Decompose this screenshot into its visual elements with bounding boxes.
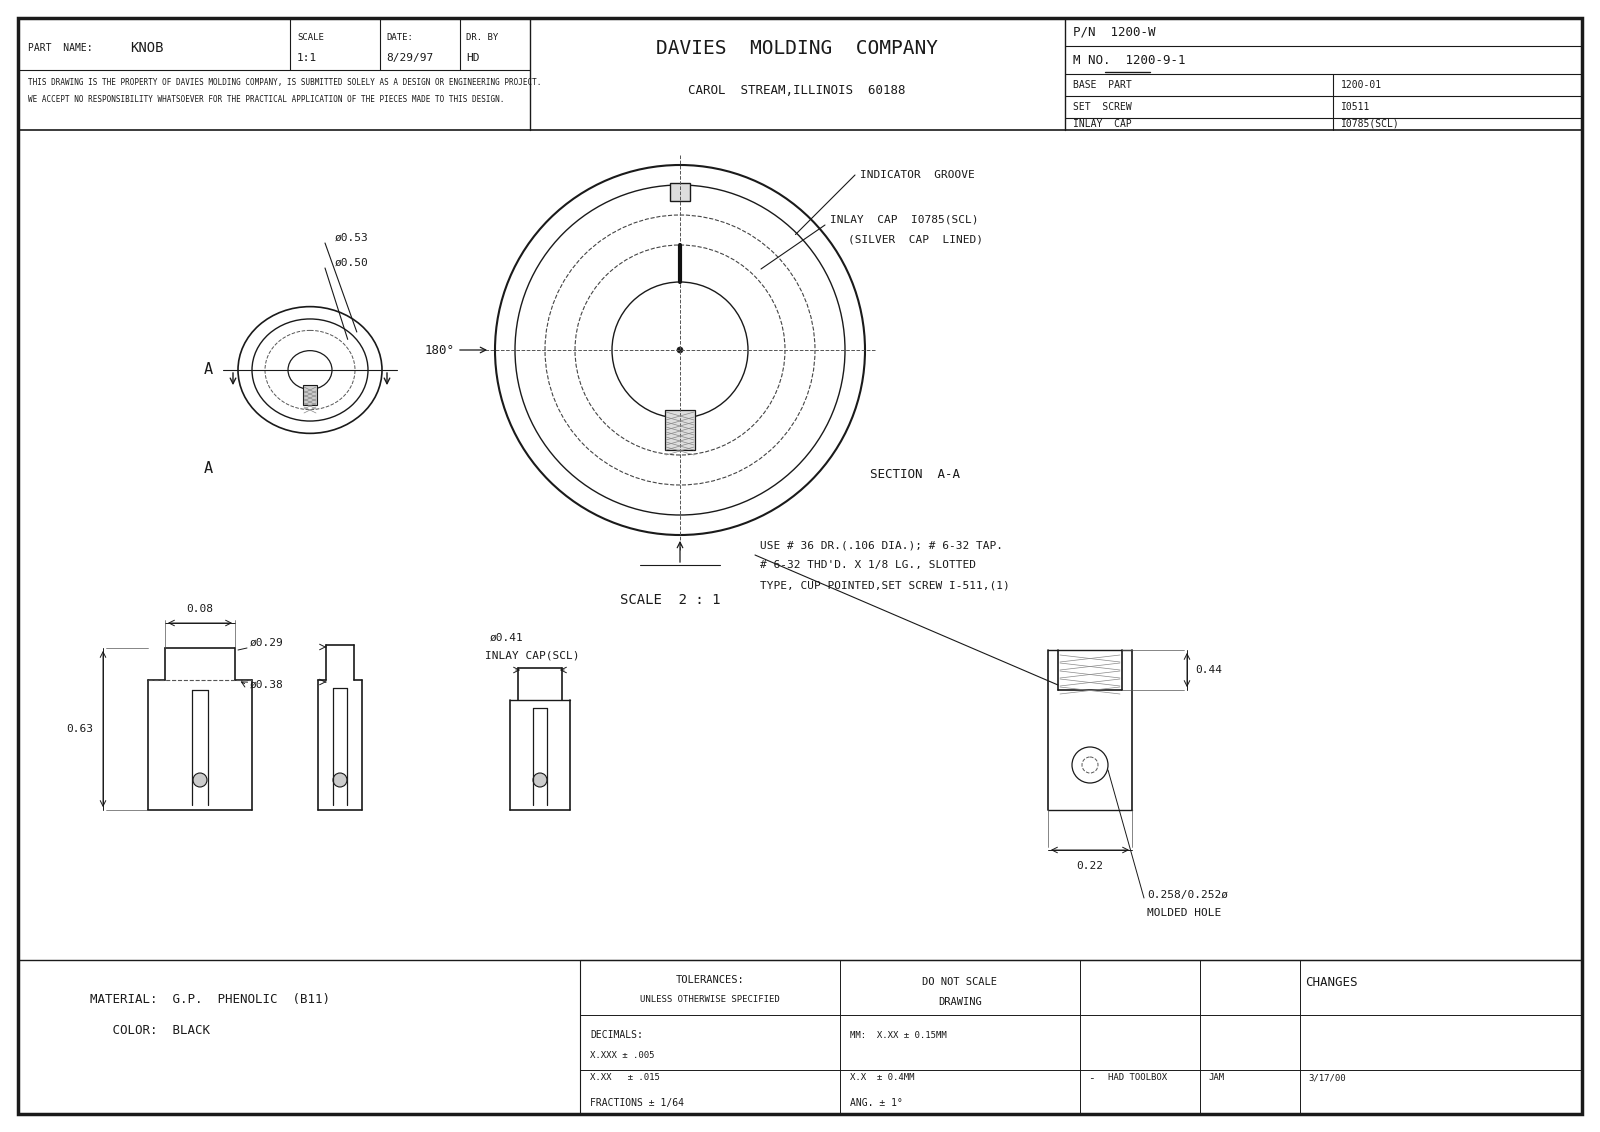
Text: A: A — [203, 461, 213, 475]
Text: 0.63: 0.63 — [66, 724, 93, 734]
Circle shape — [194, 773, 206, 787]
Text: 1:1: 1:1 — [298, 53, 317, 63]
Text: USE # 36 DR.(.106 DIA.); # 6-32 TAP.: USE # 36 DR.(.106 DIA.); # 6-32 TAP. — [760, 540, 1003, 550]
Text: UNLESS OTHERWISE SPECIFIED: UNLESS OTHERWISE SPECIFIED — [640, 995, 779, 1004]
Text: PART  NAME:: PART NAME: — [29, 43, 93, 53]
Text: DR. BY: DR. BY — [466, 34, 498, 43]
Text: 8/29/97: 8/29/97 — [386, 53, 434, 63]
Text: FRACTIONS ± 1/64: FRACTIONS ± 1/64 — [590, 1098, 685, 1108]
Text: COLOR:  BLACK: COLOR: BLACK — [90, 1023, 210, 1037]
Text: 0.258/0.252ø: 0.258/0.252ø — [1147, 890, 1229, 900]
Text: SECTION  A-A: SECTION A-A — [870, 469, 960, 481]
Text: WE ACCEPT NO RESPONSIBILITY WHATSOEVER FOR THE PRACTICAL APPLICATION OF THE PIEC: WE ACCEPT NO RESPONSIBILITY WHATSOEVER F… — [29, 95, 504, 104]
Text: ø0.29: ø0.29 — [250, 638, 283, 648]
Text: M NO.  1200-9-1: M NO. 1200-9-1 — [1074, 53, 1186, 67]
Text: SET  SCREW: SET SCREW — [1074, 102, 1131, 112]
Circle shape — [677, 348, 683, 353]
Text: 0.44: 0.44 — [1195, 664, 1222, 675]
Text: 0.08: 0.08 — [187, 604, 213, 614]
Text: INLAY  CAP: INLAY CAP — [1074, 119, 1131, 129]
Text: DAVIES  MOLDING  COMPANY: DAVIES MOLDING COMPANY — [656, 38, 938, 58]
Text: (SILVER  CAP  LINED): (SILVER CAP LINED) — [848, 235, 982, 245]
Text: ø0.41: ø0.41 — [490, 633, 523, 643]
Text: JAM: JAM — [1208, 1073, 1224, 1082]
Text: MOLDED HOLE: MOLDED HOLE — [1147, 908, 1221, 918]
Text: X.X  ± 0.4MM: X.X ± 0.4MM — [850, 1073, 915, 1082]
Text: ø0.50: ø0.50 — [334, 258, 368, 268]
Text: INLAY CAP(SCL): INLAY CAP(SCL) — [485, 651, 579, 661]
Text: HD: HD — [466, 53, 480, 63]
Text: P/N  1200-W: P/N 1200-W — [1074, 26, 1155, 38]
Text: # 6-32 THD'D. X 1/8 LG., SLOTTED: # 6-32 THD'D. X 1/8 LG., SLOTTED — [760, 560, 976, 571]
Bar — [579, 960, 1582, 1114]
Text: DATE:: DATE: — [386, 34, 413, 43]
Text: MATERIAL:  G.P.  PHENOLIC  (B11): MATERIAL: G.P. PHENOLIC (B11) — [90, 994, 330, 1006]
Text: HAD TOOLBOX: HAD TOOLBOX — [1107, 1073, 1166, 1082]
Text: X.XX   ± .015: X.XX ± .015 — [590, 1073, 659, 1082]
Text: ANG. ± 1°: ANG. ± 1° — [850, 1098, 902, 1108]
Circle shape — [533, 773, 547, 787]
Text: CAROL  STREAM,ILLINOIS  60188: CAROL STREAM,ILLINOIS 60188 — [688, 84, 906, 96]
Text: DECIMALS:: DECIMALS: — [590, 1030, 643, 1040]
Text: TOLERANCES:: TOLERANCES: — [675, 975, 744, 985]
Text: TYPE, CUP POINTED,SET SCREW I-511,(1): TYPE, CUP POINTED,SET SCREW I-511,(1) — [760, 580, 1010, 590]
Text: X.XXX ± .005: X.XXX ± .005 — [590, 1050, 654, 1060]
Text: 1200-01: 1200-01 — [1341, 80, 1382, 91]
Bar — [302, 385, 317, 405]
Text: A: A — [203, 362, 213, 377]
Circle shape — [333, 773, 347, 787]
Text: ø0.53: ø0.53 — [334, 233, 368, 243]
Text: CHANGES: CHANGES — [1304, 976, 1357, 988]
Text: SCALE: SCALE — [298, 34, 323, 43]
Text: THIS DRAWING IS THE PROPERTY OF DAVIES MOLDING COMPANY, IS SUBMITTED SOLELY AS A: THIS DRAWING IS THE PROPERTY OF DAVIES M… — [29, 77, 541, 86]
Text: DRAWING: DRAWING — [938, 997, 982, 1007]
Text: I0785(SCL): I0785(SCL) — [1341, 119, 1400, 129]
Bar — [18, 18, 1582, 130]
Text: BASE  PART: BASE PART — [1074, 80, 1131, 91]
Text: DO NOT SCALE: DO NOT SCALE — [923, 977, 997, 987]
Text: MM:  X.XX ± 0.15MM: MM: X.XX ± 0.15MM — [850, 1030, 947, 1039]
Text: SCALE  2 : 1: SCALE 2 : 1 — [621, 593, 720, 607]
Bar — [666, 410, 694, 451]
Text: 0.22: 0.22 — [1077, 861, 1104, 871]
Text: 180°: 180° — [426, 343, 454, 357]
Text: 3/17/00: 3/17/00 — [1309, 1073, 1346, 1082]
Text: ø0.38: ø0.38 — [250, 680, 283, 691]
Text: INDICATOR  GROOVE: INDICATOR GROOVE — [861, 170, 974, 180]
Bar — [670, 183, 690, 201]
Text: I0511: I0511 — [1341, 102, 1370, 112]
Text: INLAY  CAP  I0785(SCL): INLAY CAP I0785(SCL) — [830, 215, 979, 225]
Text: KNOB: KNOB — [130, 41, 163, 55]
Text: -: - — [1088, 1073, 1094, 1083]
